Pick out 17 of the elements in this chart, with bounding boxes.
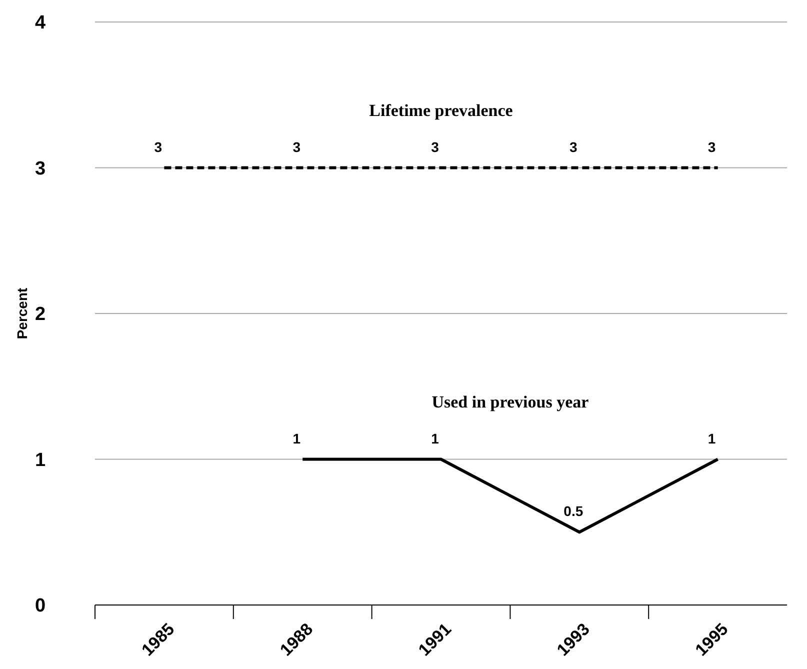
data-label: 3: [708, 138, 716, 155]
data-label: 3: [570, 138, 578, 155]
data-label: 1: [708, 430, 716, 446]
data-label: 3: [292, 138, 301, 155]
y-tick-label: 0: [35, 596, 46, 617]
text: Used in previous year: [432, 392, 590, 412]
data-label: 3: [431, 138, 440, 155]
data-label: 1: [431, 430, 440, 446]
y-tick-label: 3: [35, 158, 46, 180]
data-label: 0.5: [564, 503, 584, 520]
text: Lifetime prevalence: [369, 100, 514, 120]
y-tick-label: 2: [35, 304, 46, 326]
data-label: 1: [292, 430, 301, 446]
y-tick-label: 4: [35, 12, 46, 34]
y-tick-label: 1: [35, 450, 46, 471]
data-label: 3: [154, 138, 162, 155]
y-axis-title: Percent: [14, 287, 30, 340]
